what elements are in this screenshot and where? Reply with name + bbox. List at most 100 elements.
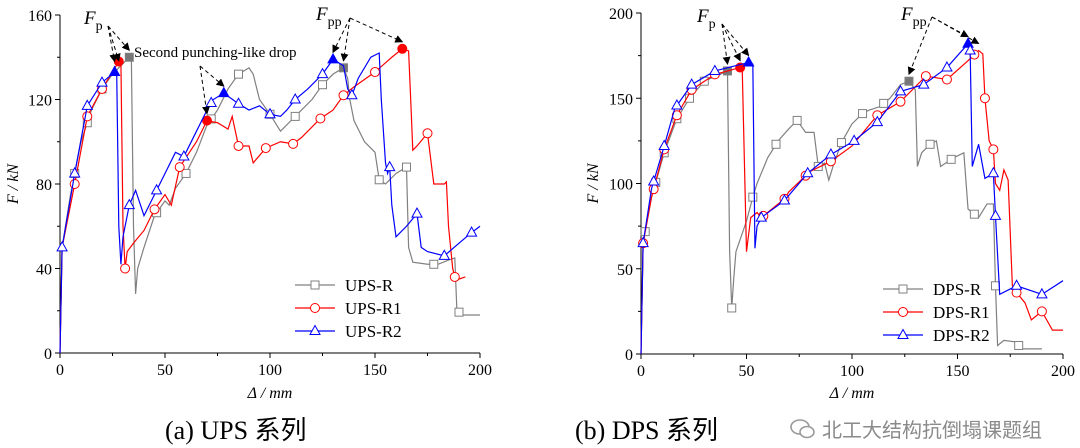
data-point-marker — [988, 144, 999, 155]
data-point-marker — [422, 128, 433, 139]
data-point-marker — [315, 113, 326, 124]
data-point-marker — [234, 69, 243, 79]
x-tick-label: 100 — [840, 363, 864, 380]
data-point-marker — [113, 56, 124, 67]
x-axis-label: Δ / mm — [247, 385, 293, 402]
y-tick-label: 150 — [609, 91, 633, 108]
data-point-marker — [454, 307, 464, 317]
data-point-marker — [792, 115, 802, 125]
annotation-arrow — [199, 65, 225, 87]
data-point-marker — [149, 204, 160, 215]
data-point-marker — [96, 76, 108, 87]
x-tick-label: 200 — [1051, 363, 1075, 380]
data-point-marker — [338, 90, 349, 101]
data-point-marker — [288, 138, 299, 149]
x-tick-label: 100 — [258, 362, 282, 379]
chart-dps: 0 50 100 150 200 0 50 100 150 200 F / kN Δ / mm DPS-… — [585, 4, 1075, 402]
series-line — [59, 52, 481, 354]
annotation-fp: Fp — [696, 6, 750, 65]
chart-ups: 0 50 100 150 200 0 40 80 120 160 F / kN Δ / mm UPS-R… — [5, 4, 492, 402]
data-point-marker — [879, 98, 889, 108]
annotation-drop: Second punching-like drop — [134, 45, 296, 115]
x-tick-label: 150 — [946, 363, 970, 380]
data-point-marker — [771, 139, 781, 149]
data-point-marker — [813, 161, 823, 171]
legend-marker — [898, 307, 908, 317]
legend-item: UPS-R — [295, 276, 394, 295]
y-tick-label: 200 — [609, 6, 633, 23]
data-point-marker — [836, 138, 846, 148]
data-point-marker — [449, 271, 460, 282]
annotation-fpp: Fpp — [315, 4, 404, 62]
data-point-marker — [1010, 279, 1023, 290]
y-tick-label: 0 — [44, 346, 52, 363]
x-tick-label: 50 — [157, 362, 173, 379]
x-tick-label: 0 — [56, 362, 64, 379]
data-point-marker — [56, 240, 68, 252]
annotation-arrow — [199, 65, 210, 115]
data-point-marker — [871, 115, 884, 127]
data-point-marker — [465, 226, 478, 237]
data-point-marker — [989, 209, 1002, 220]
data-point-marker — [178, 150, 190, 161]
series-UPS-R2 — [56, 52, 481, 354]
data-point-marker — [647, 174, 660, 186]
data-point-marker — [825, 147, 837, 159]
data-point-marker — [264, 107, 276, 119]
legend-marker — [897, 328, 909, 339]
annotation-fp: Fp — [83, 8, 130, 63]
data-point-marker — [727, 303, 737, 313]
annotation-label: Fp — [83, 8, 103, 34]
annotation-arrow — [907, 16, 933, 76]
data-point-marker — [1014, 340, 1024, 350]
y-tick-label: 80 — [36, 177, 52, 194]
data-point-marker — [289, 92, 302, 104]
y-tick-label: 0 — [625, 347, 633, 364]
wechat-icon — [790, 418, 815, 438]
data-point-marker — [979, 93, 990, 104]
data-point-marker — [920, 71, 931, 82]
legend-label: DPS-R — [933, 280, 982, 299]
data-point-marker — [120, 263, 131, 274]
y-tick-label: 50 — [617, 262, 633, 279]
annotation-label: Fpp — [315, 4, 342, 30]
data-point-marker — [941, 74, 952, 85]
legend-label: UPS-R — [345, 276, 394, 295]
watermark-text: 北工大结构抗倒塌课题组 — [822, 418, 1042, 442]
legend-item: DPS-R — [883, 280, 982, 299]
series-line — [640, 42, 1064, 355]
data-point-marker — [438, 249, 451, 260]
annotation-label: Fp — [696, 6, 716, 32]
x-axis-label: Δ / mm — [829, 385, 875, 402]
legend-marker — [309, 324, 321, 335]
data-point-marker — [941, 61, 953, 72]
watermark: 北工大结构抗倒塌课题组 — [790, 414, 1042, 443]
caption-a: (a) UPS 系列 — [165, 416, 307, 445]
data-point-marker — [370, 67, 380, 78]
data-point-marker — [174, 162, 185, 173]
data-point-marker — [925, 139, 935, 149]
data-point-marker — [123, 198, 136, 210]
data-point-marker — [68, 166, 81, 178]
legend-item: UPS-R1 — [295, 299, 402, 318]
annotation-arrow — [931, 16, 969, 38]
annotation-arrow — [340, 17, 351, 62]
legend-item: DPS-R2 — [883, 326, 990, 345]
legend-marker — [310, 280, 320, 290]
annotation-label: Fpp — [900, 4, 927, 30]
data-point-marker — [946, 154, 956, 164]
data-point-marker — [778, 194, 791, 205]
annotation-fpp: Fpp — [900, 4, 980, 76]
series-line — [59, 56, 480, 354]
data-point-marker — [904, 76, 914, 86]
caption-b: (b) DPS 系列 — [575, 416, 719, 445]
x-tick-label: 200 — [468, 362, 492, 379]
legend-item: DPS-R1 — [883, 303, 990, 322]
y-tick-label: 100 — [609, 177, 633, 194]
annotation-arrow — [107, 25, 130, 52]
data-point-marker — [411, 207, 423, 218]
data-point-marker — [748, 192, 758, 202]
data-point-marker — [181, 168, 191, 178]
